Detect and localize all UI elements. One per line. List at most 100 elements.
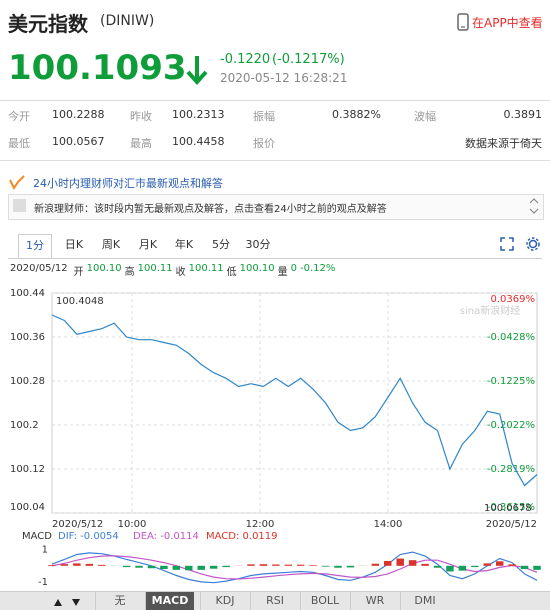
y2-tick-label: -0.3615% bbox=[487, 502, 535, 513]
x-tick-label: 2020/5/12 bbox=[486, 519, 537, 530]
indicator-tab[interactable]: 无 bbox=[95, 592, 144, 610]
tab[interactable]: 月K bbox=[138, 238, 158, 251]
stat-value: 100.4458 bbox=[172, 135, 225, 148]
y2-tick-label: 0.0369% bbox=[491, 294, 536, 305]
divider bbox=[0, 100, 550, 101]
avatar bbox=[13, 199, 26, 212]
info-item: -0.12% bbox=[300, 263, 336, 274]
macd-bar bbox=[209, 565, 218, 569]
macd-bar bbox=[48, 565, 56, 566]
tab[interactable]: 30分 bbox=[245, 238, 271, 251]
stat-value: 0.3882% bbox=[332, 108, 381, 121]
indicator-tab[interactable]: KDJ bbox=[200, 592, 249, 610]
phone-icon bbox=[457, 13, 469, 31]
indicator-tab[interactable]: DMI bbox=[400, 592, 449, 610]
y-tick-label: 100.2 bbox=[10, 420, 39, 431]
stat-label: 振幅 bbox=[253, 110, 275, 123]
stat-label: 波幅 bbox=[414, 110, 436, 123]
max-label: 100.4048 bbox=[56, 296, 104, 307]
macd-bar bbox=[471, 565, 479, 568]
news-text[interactable]: 新浪理财师：该时段内暂无最新观点及解答，点击查看24小时之前的观点及解答 bbox=[34, 204, 387, 215]
macd-bar bbox=[408, 560, 417, 566]
scroll-arrows[interactable] bbox=[528, 196, 540, 216]
info-item: 100.10 bbox=[86, 263, 122, 274]
price: 100.1093 bbox=[8, 48, 187, 88]
code: (DINIW) bbox=[100, 13, 155, 29]
indicator-tab[interactable]: MACD bbox=[145, 592, 194, 610]
macd-bar bbox=[284, 564, 293, 566]
y-tick-label: 100.04 bbox=[10, 502, 45, 513]
macd-bar bbox=[60, 564, 69, 566]
macd-bar bbox=[520, 565, 529, 570]
macd-bar bbox=[122, 565, 131, 568]
info-row: 2020/05/12 开 100.10 高 100.11 收 100.11 低 100.10 量 0… bbox=[10, 263, 335, 278]
info-item: 100.11 bbox=[188, 263, 224, 274]
y2-tick-label: -0.0428% bbox=[487, 332, 535, 343]
macd-bar bbox=[533, 565, 541, 570]
tab[interactable]: 1分 bbox=[18, 234, 52, 258]
y-tick-label: 100.44 bbox=[10, 288, 45, 299]
y2-tick-label: -0.2022% bbox=[487, 420, 535, 431]
x-tick-label: 12:00 bbox=[246, 519, 275, 530]
news-heading[interactable]: 24小时内理财师对汇市最新观点和解答 bbox=[33, 177, 223, 190]
macd-bar bbox=[458, 565, 467, 571]
info-item: 低 bbox=[226, 267, 237, 278]
macd-bar bbox=[247, 564, 255, 566]
stat-label: 昨收 bbox=[130, 110, 152, 123]
macd-bar bbox=[73, 563, 81, 566]
change-pct: (-0.1217%) bbox=[272, 52, 345, 67]
macd-bar bbox=[321, 565, 330, 567]
info-item: 2020/05/12 bbox=[10, 263, 68, 274]
tab[interactable]: 日K bbox=[64, 238, 84, 251]
macd-bar bbox=[433, 565, 442, 568]
macd-bar bbox=[185, 565, 193, 571]
y2-tick-label: -0.1225% bbox=[487, 376, 535, 387]
legend-entry: MACD: 0.0119 bbox=[206, 531, 278, 542]
x-tick-label: 2020/5/12 bbox=[52, 519, 103, 530]
stat-value: 100.2313 bbox=[172, 108, 225, 121]
info-item: 100.11 bbox=[137, 263, 173, 274]
stat-label: 最高 bbox=[130, 137, 152, 150]
macd-tick-label: -1 bbox=[38, 577, 48, 588]
tab[interactable]: 年K bbox=[174, 238, 194, 251]
macd-line bbox=[51, 551, 538, 584]
y-tick-label: 100.12 bbox=[10, 464, 45, 475]
macd-bar bbox=[508, 564, 516, 566]
macd-line bbox=[51, 555, 538, 580]
indicator-tab[interactable]: BOLL bbox=[300, 592, 349, 610]
macd-bar bbox=[197, 565, 205, 570]
macd-tick-label: 1 bbox=[42, 545, 48, 556]
x-tick-label: 10:00 bbox=[118, 519, 147, 530]
info-item: 0 bbox=[290, 263, 298, 274]
app-link[interactable]: 在APP中查看 bbox=[472, 16, 543, 30]
x-tick-label: 14:00 bbox=[374, 519, 403, 530]
change: -0.1220 bbox=[220, 52, 271, 67]
info-item: 100.10 bbox=[239, 263, 275, 274]
macd-bar bbox=[98, 564, 106, 566]
macd-bar bbox=[135, 565, 143, 568]
updown-buttons[interactable] bbox=[50, 596, 90, 608]
news-box bbox=[8, 194, 544, 220]
indicator-tab[interactable]: RSI bbox=[250, 592, 299, 610]
trend-icon bbox=[9, 175, 25, 190]
tab[interactable]: 周K bbox=[101, 238, 121, 251]
tool-icons[interactable] bbox=[500, 237, 542, 253]
info-item: 量 bbox=[277, 267, 288, 278]
price-line bbox=[51, 314, 538, 487]
macd-bar bbox=[334, 565, 342, 568]
min-label: 100.0678 bbox=[484, 503, 532, 514]
macd-bar bbox=[371, 563, 380, 566]
divider bbox=[0, 160, 550, 161]
macd-bar bbox=[495, 561, 504, 566]
tab[interactable]: 5分 bbox=[212, 238, 230, 251]
quote-time: 2020-05-12 16:28:21 bbox=[220, 71, 348, 85]
plot-frame bbox=[51, 292, 538, 514]
macd-bar bbox=[446, 565, 454, 572]
down-arrow bbox=[186, 56, 208, 85]
watermark: sina新浪财经 bbox=[460, 304, 520, 317]
macd-bar bbox=[85, 563, 94, 566]
macd-bar bbox=[346, 565, 355, 568]
indicator-tab[interactable]: WR bbox=[350, 592, 399, 610]
macd-bar bbox=[222, 565, 230, 568]
